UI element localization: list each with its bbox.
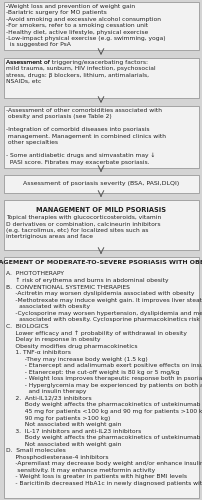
- Bar: [4, 106, 198, 168]
- Text: A.  PHOTOTHERAPY
     ↑ risk of erythema and burns in abdominal obesity
B.  CONV: A. PHOTOTHERAPY ↑ risk of erythema and b…: [6, 271, 202, 486]
- Text: -: -: [6, 4, 8, 9]
- Text: Assessment of: Assessment of: [6, 60, 52, 65]
- Bar: [4, 257, 198, 498]
- Text: Assessment of psoriasis severity (BSA, PASI,DLQI): Assessment of psoriasis severity (BSA, P…: [23, 182, 178, 186]
- Bar: [4, 175, 198, 193]
- Text: MANAGEMENT OF MILD PSORIASIS: MANAGEMENT OF MILD PSORIASIS: [36, 207, 165, 213]
- Bar: [4, 58, 198, 98]
- Bar: [4, 200, 198, 250]
- Text: -​Weight loss and prevention of weight gain
-Bariatric surgery for MO patients
-: -​Weight loss and prevention of weight g…: [6, 4, 165, 48]
- Text: MANAGEMENT OF MODERATE-TO-SEVERE PSORIASIS WITH OBESITY: MANAGEMENT OF MODERATE-TO-SEVERE PSORIAS…: [0, 260, 202, 265]
- Text: Topical therapies with glucocorticosteroids, vitamin
D derivatives or combinatio: Topical therapies with glucocorticostero…: [6, 215, 160, 239]
- Bar: [4, 2, 198, 50]
- Text: -Assessment of other comorbidities associated with
 obesity and psoriasis (see T: -Assessment of other comorbidities assoc…: [6, 108, 165, 164]
- Text: Assessment of triggering/exacerbating factors:
mild trauma, sunburn, HIV infecti: Assessment of triggering/exacerbating fa…: [6, 60, 155, 84]
